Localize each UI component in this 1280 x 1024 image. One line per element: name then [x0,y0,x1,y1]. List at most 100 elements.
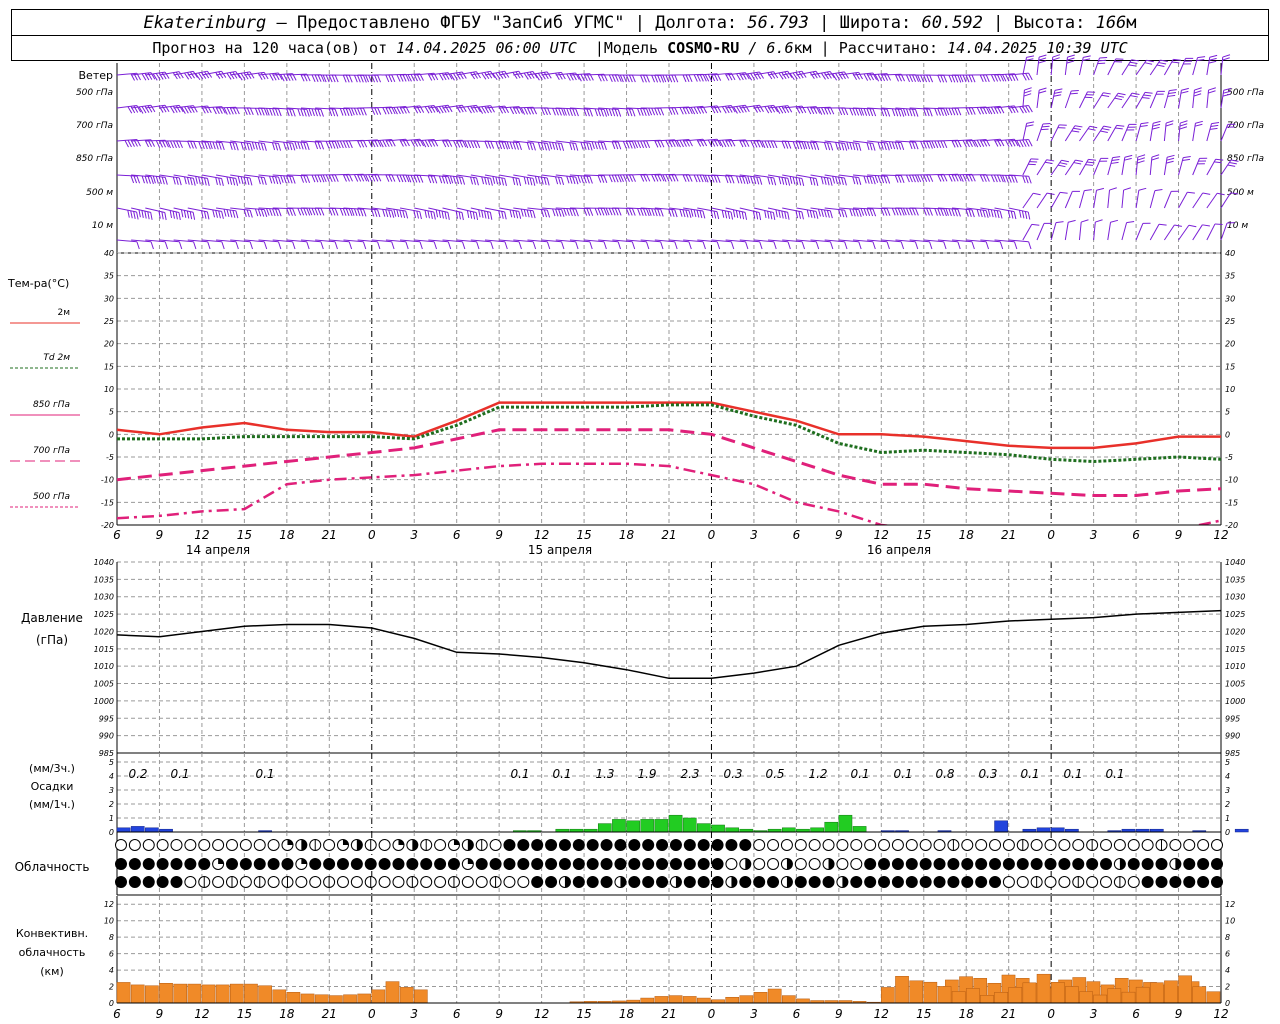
wind-barb-shaft [725,104,746,109]
wind-barb-feather [283,142,287,150]
wind-barb-feather [1152,120,1161,124]
wind-barb-feather [923,141,927,149]
cloud-symbol-circle [434,839,447,851]
wind-barb-feather [540,176,544,185]
wind-barb-feather [784,211,787,220]
precip-bar-rain [852,826,867,833]
x-tick-label: 18 [279,528,295,542]
wind-barb-feather [648,107,653,116]
conv-cloud-bar [739,995,754,1004]
wind-barb-feather [1002,175,1006,183]
wind-barb-feather [229,209,233,218]
cloud-symbol-circle [642,876,655,888]
wind-barb-shaft [286,140,307,144]
wind-barb-feather [817,208,821,217]
wind-barb-feather [399,74,404,82]
x-tick-label: 0 [368,528,376,542]
wind-barb-feather [702,174,707,183]
wind-barb-feather [461,241,466,250]
wind-barb-shaft [725,174,746,178]
wind-barb-feather [481,72,487,80]
wind-barb-shaft [1192,123,1196,142]
cloud-symbol-circle [989,858,1002,870]
wind-barb-feather [470,105,475,113]
wind-barb-feather [300,208,305,216]
wind-barb-feather [368,140,373,148]
wind-barb-shaft [668,207,689,211]
cloud-symbol-circle [184,858,197,870]
conv-cloud-bar [399,987,414,1004]
cloud-symbol-circle [739,839,752,851]
wind-barb-feather [413,210,417,219]
y-tick-label-right: 30 [1225,294,1235,303]
wind-barb-feather [631,141,636,149]
wind-barb-feather [809,72,815,79]
wind-barb-shaft [541,174,562,179]
wind-barb-feather [458,211,461,220]
header: Ekaterinburg – Предоставлено ФГБУ "ЗапСи… [11,9,1269,61]
precip-bar-rain [668,814,683,833]
cloud-symbol-circle [1086,858,1099,870]
wind-barb-feather [481,176,485,185]
wind-barb-feather [461,71,467,79]
wind-barb-feather [207,241,211,250]
wind-barb-feather [558,108,562,116]
wind-barb-feather [1129,61,1138,64]
wind-barb-feather [489,212,493,220]
wind-barb-feather [189,71,195,79]
wind-barb-feather [235,241,239,250]
wind-barb-shaft [952,139,973,142]
x-tick-label-bottom: 12 [194,1007,209,1021]
wind-barb-feather [789,73,795,81]
cloud-symbol-circle [919,839,932,851]
conv-cloud-bar [215,984,230,1004]
wind-barb-feather [838,142,842,151]
wind-barb-shaft [499,174,519,179]
wind-barb-feather [597,108,602,117]
wind-barb-feather [1166,157,1175,161]
wind-barb-shaft [414,72,435,76]
temperature-series-line [117,462,1221,525]
conv-cloud-bar [909,980,924,1004]
x-tick-label: 3 [750,528,758,542]
cloud-symbol-circle [142,876,155,888]
wind-barb-feather [178,105,184,113]
wind-barb-feather [608,174,613,183]
wind-barb-feather [541,107,545,116]
wind-barb-shaft [400,73,421,76]
wind-barb-feather [954,208,958,217]
wind-barb-feather [759,71,764,79]
wind-barb-shaft [796,207,817,212]
cloud-symbol-circle [323,839,336,851]
wind-barb-feather [699,174,704,183]
wind-barb-feather [260,142,264,151]
date-label: 16 апреля [867,543,931,557]
wind-barb-feather [266,108,270,116]
y-tick-label-left: 4 [109,772,114,781]
wind-barb-feather [311,108,315,117]
wind-barb-feather [826,177,830,186]
y-tick-label-left: 40 [104,249,114,258]
wind-barb-feather [872,241,876,250]
wind-barb-feather [515,71,521,79]
wind-barb-feather [221,70,227,78]
separator: | [634,12,646,33]
wind-barb-shaft [711,239,732,243]
cloud-symbol-circle [434,876,447,888]
cloud-symbol-circle [767,876,780,888]
conv-cloud-bar [1149,982,1164,1004]
wind-barb-feather [674,74,679,83]
wind-barb-shaft [569,140,590,144]
temperature-series-line [117,403,1221,464]
wind-barb-feather [455,176,460,185]
wind-barb-feather [874,74,880,82]
wind-barb-feather [844,71,849,79]
wind-barb-feather [993,74,999,82]
wind-barb-shaft [555,72,576,76]
cloud-symbol-circle [156,876,169,888]
conv-cloud-bar [1178,975,1192,1004]
wind-barb-feather [452,176,457,184]
wind-barb-feather [781,106,787,114]
y-tick-label-right: -10 [1225,476,1238,485]
x-tick-label: 18 [619,528,635,542]
